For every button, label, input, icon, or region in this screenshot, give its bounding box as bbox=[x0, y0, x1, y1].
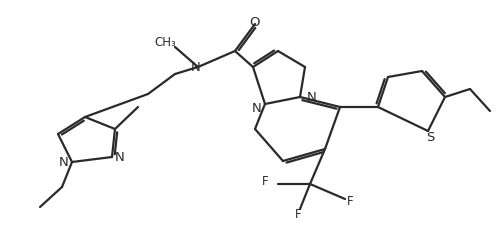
Text: F: F bbox=[294, 207, 301, 220]
Text: O: O bbox=[249, 16, 260, 29]
Text: F: F bbox=[261, 175, 268, 188]
Text: F: F bbox=[346, 195, 353, 207]
Text: N: N bbox=[252, 102, 262, 115]
Text: CH₃: CH₃ bbox=[154, 35, 175, 48]
Text: N: N bbox=[307, 91, 316, 104]
Text: S: S bbox=[425, 131, 433, 144]
Text: N: N bbox=[59, 156, 69, 169]
Text: N: N bbox=[191, 61, 200, 74]
Text: N: N bbox=[115, 151, 125, 164]
